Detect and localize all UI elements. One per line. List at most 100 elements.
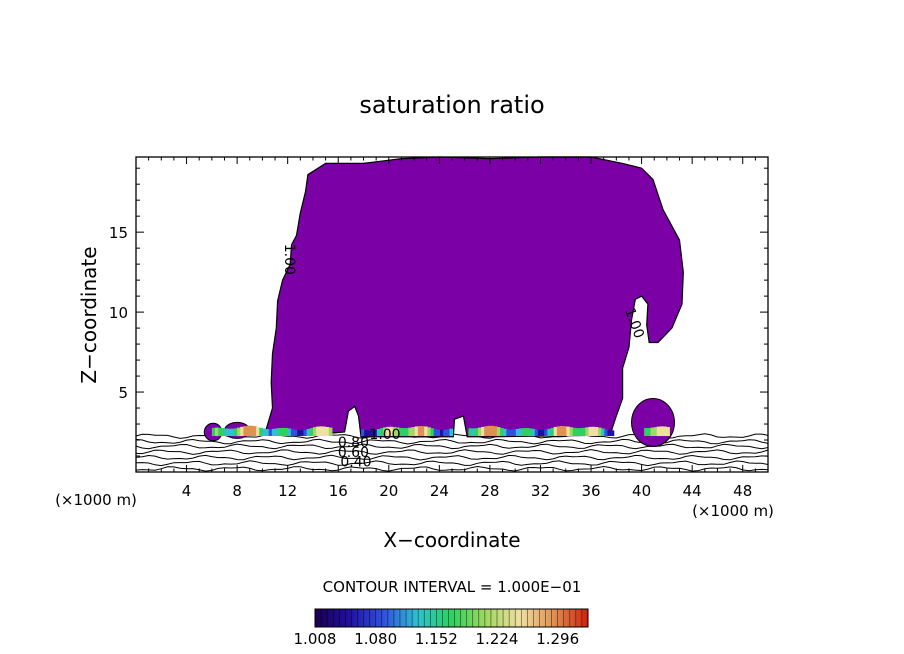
supersaturation-mark xyxy=(436,429,441,437)
x-tick-label-48: 48 xyxy=(733,482,752,500)
supersaturation-mark xyxy=(287,428,292,437)
colorbar-tick-label-3: 1.224 xyxy=(476,630,519,648)
supersaturation-mark xyxy=(544,429,548,437)
supersaturation-mark xyxy=(449,428,454,437)
chart-title: saturation ratio xyxy=(359,91,544,119)
contour-label-4: 0.60 xyxy=(338,445,369,461)
supersaturation-mark xyxy=(237,427,241,437)
supersaturation-mark xyxy=(439,429,444,437)
supersaturation-mark xyxy=(563,426,567,437)
supersaturation-mark xyxy=(421,426,425,437)
supersaturation-mark xyxy=(227,428,232,437)
supersaturation-mark xyxy=(487,425,492,437)
supersaturation-mark xyxy=(556,426,561,437)
x-tick-label-36: 36 xyxy=(581,482,600,500)
supersaturation-mark xyxy=(328,427,333,437)
supersaturation-mark xyxy=(481,426,485,437)
x-tick-label-4: 4 xyxy=(182,482,192,500)
supersaturation-mark xyxy=(316,426,320,437)
supersaturation-mark xyxy=(268,429,273,437)
supersaturation-mark xyxy=(309,428,314,437)
y-tick-label-10: 10 xyxy=(109,304,128,322)
isoline-4 xyxy=(135,454,769,461)
supersaturation-mark xyxy=(405,428,409,437)
x-tick-label-8: 8 xyxy=(232,482,242,500)
supersaturation-mark xyxy=(252,426,257,437)
supersaturation-mark xyxy=(376,429,381,437)
supersaturation-mark xyxy=(443,429,447,437)
contour-label-3: 0.80 xyxy=(338,435,369,451)
supersaturation-mark xyxy=(515,428,520,437)
supersaturation-mark xyxy=(601,428,605,437)
supersaturation-mark xyxy=(360,429,365,437)
y-tick-label-5: 5 xyxy=(118,384,128,402)
supersaturation-mark xyxy=(240,426,244,437)
supersaturation-mark xyxy=(647,427,651,437)
contour-label-0: 1.00 xyxy=(281,244,297,275)
supersaturation-mark xyxy=(468,428,473,437)
supersaturation-mark xyxy=(550,427,555,437)
y-tick-group: 5 10 15 xyxy=(109,167,768,457)
supersaturation-mark xyxy=(284,427,289,437)
supersaturation-mark xyxy=(433,429,438,437)
saturated-region xyxy=(264,156,684,438)
supersaturation-mark xyxy=(534,429,539,437)
supersaturation-mark xyxy=(493,426,498,437)
supersaturation-mark xyxy=(531,428,536,437)
supersaturation-mark xyxy=(471,428,476,437)
colorbar-tick-label-2: 1.152 xyxy=(415,630,458,648)
supersaturation-mark xyxy=(215,427,219,437)
supersaturation-mark xyxy=(303,429,308,437)
x-tick-label-16: 16 xyxy=(329,482,348,500)
supersaturation-mark xyxy=(386,426,390,437)
supersaturation-mark xyxy=(588,426,593,437)
supersaturation-mark xyxy=(367,430,371,437)
supersaturation-mark xyxy=(306,428,311,437)
colorbar-tick-label-1: 1.080 xyxy=(354,630,397,648)
supersaturation-mark xyxy=(312,427,317,437)
supersaturation-mark xyxy=(427,427,432,437)
supersaturation-mark xyxy=(249,425,254,437)
supersaturation-mark xyxy=(610,430,615,437)
x-unit-left: (×1000 m) xyxy=(55,491,137,509)
supersaturation-mark xyxy=(591,426,596,437)
supersaturation-mark xyxy=(528,428,533,437)
supersaturation-mark xyxy=(663,426,667,437)
supersaturation-mark xyxy=(509,429,514,437)
supersaturation-mark xyxy=(218,427,222,437)
supersaturation-mark xyxy=(402,428,406,437)
supersaturation-mark xyxy=(230,428,235,437)
plot-area: 1.001.001.000.800.600.40 4 8 12 16 20 24 28 32 3… xyxy=(109,156,769,500)
y-axis-label: Z−coordinate xyxy=(77,246,101,383)
supersaturation-mark xyxy=(256,426,260,437)
supersaturation-mark xyxy=(398,427,403,437)
colorbar: 1.008 1.080 1.152 1.224 1.296 xyxy=(294,608,589,648)
isoline-3 xyxy=(135,449,769,455)
supersaturation-mark xyxy=(582,427,586,437)
supersaturation-mark xyxy=(506,429,511,437)
y-tick-label-15: 15 xyxy=(109,224,128,242)
supersaturation-mark xyxy=(518,428,523,437)
supersaturation-mark xyxy=(522,428,526,437)
supersaturation-mark xyxy=(430,428,435,437)
supersaturation-mark xyxy=(221,428,225,437)
x-tick-label-12: 12 xyxy=(278,482,297,500)
x-tick-group: 4 8 12 16 20 24 28 32 36 40 44 48 xyxy=(148,157,756,500)
supersaturation-mark xyxy=(233,428,238,437)
contour-interval-text: CONTOUR INTERVAL = 1.000E−01 xyxy=(323,578,582,596)
supersaturation-mark xyxy=(408,427,413,437)
contour-label-5: 0.40 xyxy=(340,454,371,470)
supersaturation-mark xyxy=(500,427,504,437)
supersaturation-mark xyxy=(325,426,330,437)
x-tick-label-32: 32 xyxy=(531,482,550,500)
colorbar-swatch xyxy=(314,608,589,628)
supersaturation-mark xyxy=(653,427,658,437)
supersaturation-mark xyxy=(300,430,304,437)
supersaturation-mark xyxy=(496,427,501,437)
supersaturation-mark xyxy=(383,427,387,437)
supersaturation-mark xyxy=(484,426,488,437)
x-tick-label-40: 40 xyxy=(632,482,651,500)
supersaturation-mark xyxy=(659,426,664,437)
supersaturation-mark xyxy=(294,429,298,437)
saturated-region-group xyxy=(203,156,684,447)
